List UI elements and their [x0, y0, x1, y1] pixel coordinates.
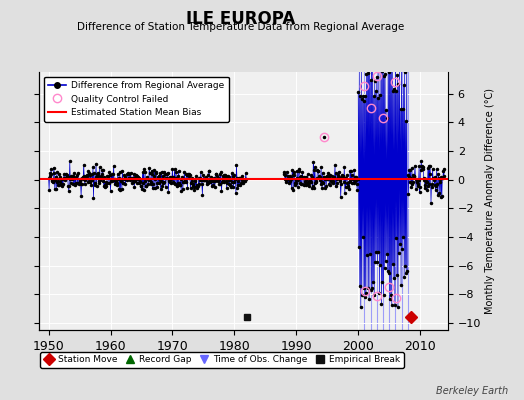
Text: Berkeley Earth: Berkeley Earth: [436, 386, 508, 396]
Text: ILE EUROPA: ILE EUROPA: [187, 10, 296, 28]
Text: Difference of Station Temperature Data from Regional Average: Difference of Station Temperature Data f…: [78, 22, 405, 32]
Legend: Station Move, Record Gap, Time of Obs. Change, Empirical Break: Station Move, Record Gap, Time of Obs. C…: [40, 352, 404, 368]
Y-axis label: Monthly Temperature Anomaly Difference (°C): Monthly Temperature Anomaly Difference (…: [485, 88, 495, 314]
